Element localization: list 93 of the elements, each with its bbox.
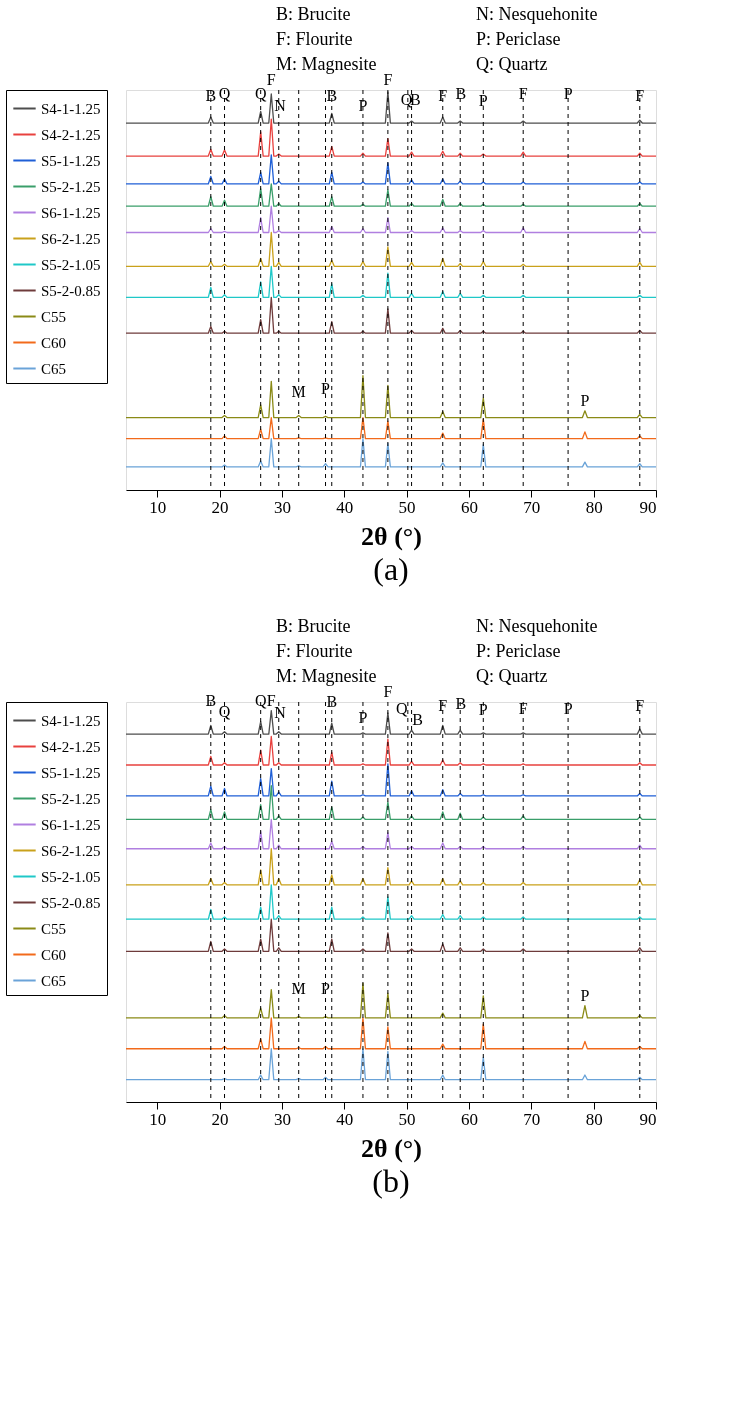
annotation: F [635,87,645,105]
legend-label: C55 [41,308,67,325]
annotation: B [326,692,338,710]
text: F: Flourite [276,29,353,49]
legend-label: S4-2-1.25 [41,126,101,143]
annotation: B [205,691,217,709]
legend-label: S6-1-1.25 [41,204,101,221]
annotation: Q [254,691,267,709]
annotation: F [383,683,393,700]
legend-label: S5-2-1.25 [41,790,101,807]
legend-label: C65 [41,360,67,377]
legend-label: C60 [41,946,67,963]
legend-label: C55 [41,920,67,937]
legend-label: S5-2-1.05 [41,868,101,885]
x-tick-label: 20 [211,497,229,517]
legend-label: S5-2-1.25 [41,178,101,195]
legend-label: S5-2-1.05 [41,256,101,273]
annotation: B [455,695,467,713]
annotation: F [438,87,448,105]
legend-label: S5-1-1.25 [41,152,101,169]
x-tick-label: 70 [523,497,541,517]
annotation: P [321,980,331,998]
text: N: Nesquehonite [476,4,598,24]
text: M: Magnesite [276,54,377,74]
text: P: Periclase [476,29,561,49]
annotation: F [266,691,276,709]
x-tick-label: 10 [149,497,167,517]
legend-label: S6-2-1.25 [41,230,101,247]
x-tick-label: 80 [585,1109,603,1129]
x-tick-label: 90 [639,497,657,517]
annotation: M [291,383,306,401]
x-tick-label: 50 [398,497,416,517]
x-tick-label: 30 [273,497,291,517]
annotation: P [478,701,488,719]
annotation: Q [218,84,231,102]
x-axis-title: 2θ (°) [361,1133,422,1163]
annotation: F [383,71,393,88]
text: B: Brucite [276,616,351,636]
legend-label: S5-2-0.85 [41,894,101,911]
x-tick-label: 50 [398,1109,416,1129]
x-tick-label: 80 [585,497,603,517]
legend-label: S5-2-0.85 [41,282,101,299]
text: M: Magnesite [276,666,377,686]
x-axis-title: 2θ (°) [361,521,422,551]
annotation: F [518,84,528,102]
annotation: F [635,696,645,714]
text: B: Brucite [276,4,351,24]
legend-label: S4-1-1.25 [41,100,101,117]
legend-label: C65 [41,972,67,989]
annotation: P [478,92,488,110]
legend-label: S5-1-1.25 [41,764,101,781]
annotation: P [321,379,331,397]
annotation: P [358,708,368,726]
annotation: M [291,980,306,998]
annotation: N [274,97,287,115]
annotation: Q [400,90,413,108]
annotation: Q [254,84,267,102]
annotation: P [358,97,368,115]
annotation: P [563,700,573,718]
legend-label: S4-2-1.25 [41,738,101,755]
x-tick-label: 40 [336,1109,354,1129]
x-tick-label: 30 [273,1109,291,1129]
legend-label: C60 [41,334,67,351]
x-tick-label: 90 [639,1109,657,1129]
annotation: F [266,71,276,88]
text: Q: Quartz [476,54,548,74]
x-tick-label: 10 [149,1109,167,1129]
annotation: P [580,986,590,1004]
annotation: B [412,711,423,729]
text: Q: Quartz [476,666,548,686]
annotation: B [455,84,467,102]
x-tick-label: 60 [460,1109,478,1129]
annotation: N [274,704,287,722]
x-tick-label: 40 [336,497,354,517]
legend-label: S6-2-1.25 [41,842,101,859]
annotation: F [518,700,528,718]
text: (a) [373,551,409,587]
text: (b) [372,1163,410,1199]
x-tick-label: 70 [523,1109,541,1129]
text: P: Periclase [476,641,561,661]
annotation: Q [396,700,409,718]
annotation: P [580,391,590,409]
legend-label: S4-1-1.25 [41,712,101,729]
annotation: B [326,87,338,105]
x-tick-label: 60 [460,497,478,517]
annotation: F [438,696,448,714]
annotation: P [563,84,573,102]
x-tick-label: 20 [211,1109,229,1129]
text: N: Nesquehonite [476,616,598,636]
text: F: Flourite [276,641,353,661]
annotation: Q [218,702,231,720]
legend-label: S6-1-1.25 [41,816,101,833]
annotation: B [205,87,217,105]
